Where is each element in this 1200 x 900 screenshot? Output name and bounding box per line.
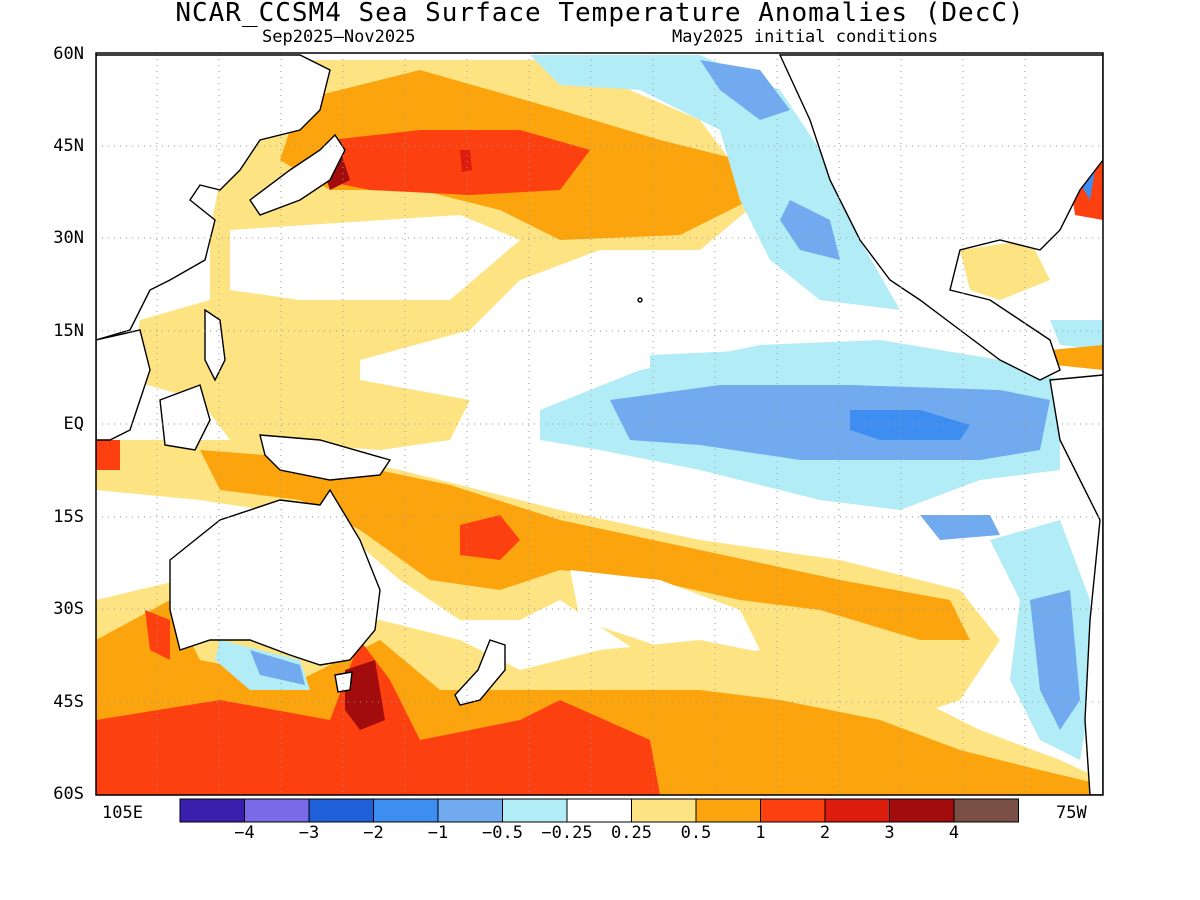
colorbar-tick-label: 1 xyxy=(755,823,766,843)
tasmania-landmass xyxy=(334,671,353,693)
lat-label-15s: 15S xyxy=(53,507,84,527)
colorbar-tick-label: 0.25 xyxy=(611,823,652,843)
lat-label-45s: 45S xyxy=(53,692,84,712)
lat-label-45n: 45N xyxy=(53,136,84,156)
colorbar-tick-label: −0.5 xyxy=(482,823,523,843)
borneo-landmass xyxy=(159,384,211,451)
colorbar-tick-label: 0.5 xyxy=(680,823,712,843)
colorbar-tick-label: 2 xyxy=(819,823,831,843)
anomaly-region xyxy=(320,130,590,195)
anomaly-field xyxy=(96,53,1103,795)
japan-landmass xyxy=(249,133,346,216)
indochina-landmass xyxy=(96,329,151,441)
anomaly-region xyxy=(780,200,840,260)
forecast-period: Sep2025–Nov2025 xyxy=(262,27,416,47)
anomaly-region xyxy=(610,385,1050,460)
colorbar-tick-label: 4 xyxy=(948,823,960,843)
new-guinea-landmass xyxy=(259,434,392,481)
colorbar-tick-label: −1 xyxy=(427,823,449,843)
lat-label-15n: 15N xyxy=(53,321,84,341)
colorbar-swatch xyxy=(760,798,826,823)
lon-label-75w: 75W xyxy=(1056,803,1087,823)
anomaly-region xyxy=(96,440,120,470)
colorbar-tick-label: −2 xyxy=(363,823,384,843)
lon-label-105e: 105E xyxy=(102,803,143,823)
anomaly-region xyxy=(200,450,970,640)
lat-label-60s: 60S xyxy=(53,784,84,804)
colorbar-swatch xyxy=(502,798,568,823)
anomaly-region xyxy=(920,515,1000,540)
map-frame xyxy=(95,52,1104,796)
lat-label-30s: 30S xyxy=(53,599,84,619)
anomaly-region xyxy=(250,650,305,685)
lat-label-eq: EQ xyxy=(63,414,84,434)
anomaly-region xyxy=(1050,345,1103,370)
anomaly-region xyxy=(700,60,790,120)
anomaly-region xyxy=(570,570,760,660)
initial-conditions: May2025 initial conditions xyxy=(672,27,939,47)
anomaly-region xyxy=(960,240,1050,300)
philippines-landmass xyxy=(204,308,226,382)
colorbar-swatch xyxy=(631,798,697,823)
colorbar-swatch xyxy=(437,798,503,823)
colorbar-swatch xyxy=(953,798,1019,823)
hawaii-island xyxy=(637,297,643,303)
colorbar-tick-label: 3 xyxy=(884,823,895,843)
colorbar-swatch xyxy=(824,798,890,823)
colorbar-tick-label: −0.25 xyxy=(541,823,593,843)
anomaly-region xyxy=(650,345,900,380)
colorbar-tick-label: −4 xyxy=(234,823,255,843)
colorbar-swatch xyxy=(695,798,761,823)
anomaly-region xyxy=(1050,320,1103,350)
anomaly-region xyxy=(1030,590,1080,730)
north-america-landmass xyxy=(778,54,1103,381)
new-zealand-landmass xyxy=(454,639,506,706)
colorbar-swatch xyxy=(566,798,632,823)
anomaly-region xyxy=(460,150,472,172)
anomaly-region xyxy=(850,410,970,440)
colorbar-swatch xyxy=(889,798,955,823)
lat-label-30n: 30N xyxy=(53,228,84,248)
south-america-landmass xyxy=(1049,374,1103,795)
colorbar-tick-label: −3 xyxy=(298,823,320,843)
land xyxy=(96,54,1103,795)
australia-landmass xyxy=(169,488,381,666)
anomaly-region xyxy=(345,660,385,730)
colorbar-swatch xyxy=(373,798,439,823)
colorbar-swatch xyxy=(244,798,310,823)
asia-landmass xyxy=(96,54,331,341)
colorbar xyxy=(179,798,1019,823)
colorbar-swatch xyxy=(308,798,374,823)
anomaly-region xyxy=(230,215,520,300)
colorbar-swatch xyxy=(179,798,245,823)
lat-label-60n: 60N xyxy=(53,44,84,64)
grid xyxy=(96,53,1103,795)
map-title: NCAR_CCSM4 Sea Surface Temperature Anoma… xyxy=(175,0,1025,28)
anomaly-region xyxy=(460,515,520,560)
